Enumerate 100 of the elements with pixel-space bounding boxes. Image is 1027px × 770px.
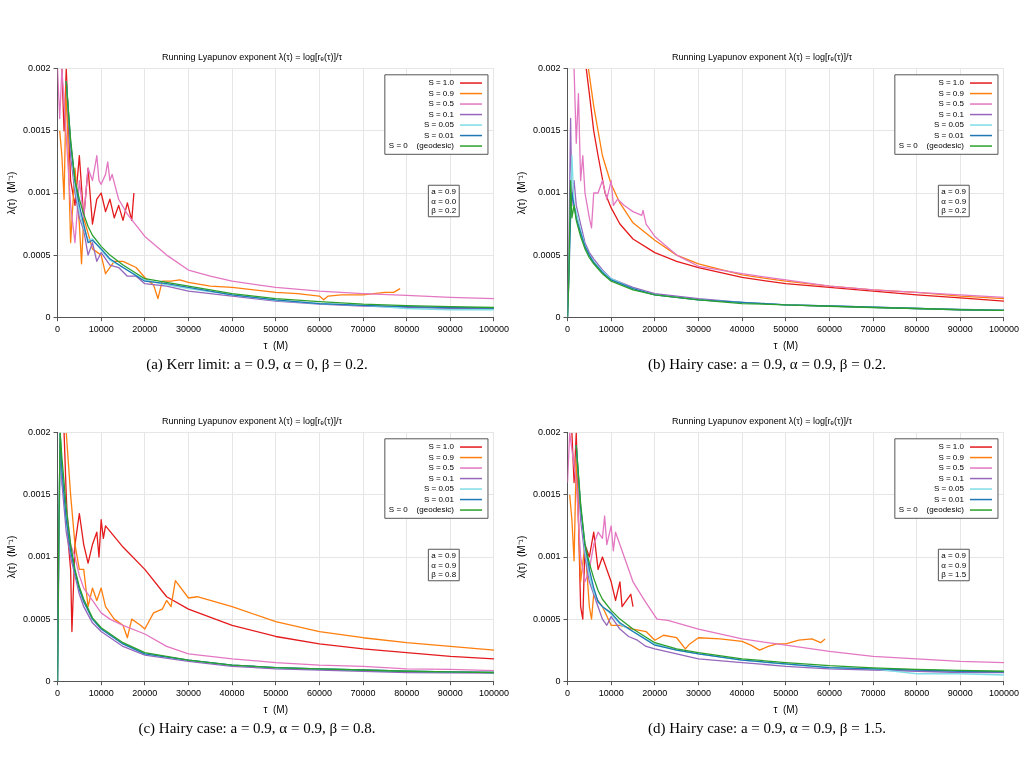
y-tick-label: 0.0015 <box>23 489 51 500</box>
x-tick-label: 100000 <box>988 688 1020 699</box>
x-tick-label: 30000 <box>685 688 711 699</box>
x-tick-label: 30000 <box>175 324 201 335</box>
y-tick-label: 0.001 <box>538 551 561 562</box>
legend-label: S = 0.1 <box>428 473 455 483</box>
legend-label: S = 0 (geodesic) <box>898 141 965 151</box>
legend-label: S = 1.0 <box>428 442 455 452</box>
x-tick-label: 20000 <box>132 324 158 335</box>
legend-label: S = 0.1 <box>428 109 455 119</box>
x-tick-label: 60000 <box>816 324 842 335</box>
x-tick-label: 70000 <box>860 324 886 335</box>
x-tick-label: 100000 <box>478 324 510 335</box>
x-tick-label: 60000 <box>306 688 332 699</box>
chart-title: Running Lyapunov exponent λ(τ) = log[rₑ(τ)]/τ <box>671 51 853 62</box>
x-axis-title: τ (M) <box>773 703 799 715</box>
y-axis-title: λ(τ) (M⁻¹) <box>515 171 527 215</box>
x-tick-label: 60000 <box>306 324 332 335</box>
x-tick-label: 30000 <box>175 688 201 699</box>
legend-label: S = 0.9 <box>938 88 965 98</box>
x-tick-label: 90000 <box>947 688 973 699</box>
y-tick-label: 0.002 <box>28 427 51 438</box>
y-tick-label: 0 <box>45 311 51 322</box>
x-tick-label: 90000 <box>437 688 463 699</box>
y-tick-label: 0 <box>45 675 51 686</box>
x-tick-label: 100000 <box>478 688 510 699</box>
x-tick-label: 80000 <box>904 324 930 335</box>
legend-label: S = 1.0 <box>938 442 965 452</box>
legend-label: S = 0.01 <box>933 130 965 140</box>
x-tick-label: 0 <box>55 324 61 335</box>
y-tick-label: 0 <box>555 311 561 322</box>
legend-label: S = 0 (geodesic) <box>388 505 455 515</box>
x-tick-label: 60000 <box>816 688 842 699</box>
x-tick-label: 10000 <box>598 688 624 699</box>
y-tick-label: 0.001 <box>28 187 51 198</box>
y-axis-title: λ(τ) (M⁻¹) <box>5 171 17 215</box>
legend-label: S = 0.9 <box>428 452 455 462</box>
y-tick-label: 0.0005 <box>533 249 561 260</box>
x-tick-label: 30000 <box>685 324 711 335</box>
x-tick-label: 40000 <box>729 324 755 335</box>
x-axis-title: τ (M) <box>773 339 799 351</box>
chart-title: Running Lyapunov exponent λ(τ) = log[rₑ(τ)]/τ <box>671 415 853 426</box>
annotation: a = 0.9 α = 0.9 β = 0.2 <box>941 187 967 216</box>
x-tick-label: 50000 <box>263 324 289 335</box>
x-axis-title: τ (M) <box>263 339 289 351</box>
y-tick-label: 0 <box>555 675 561 686</box>
x-tick-label: 50000 <box>773 688 799 699</box>
legend-label: S = 0.1 <box>938 473 965 483</box>
x-tick-label: 10000 <box>88 688 114 699</box>
x-tick-label: 20000 <box>642 324 668 335</box>
legend-label: S = 0.01 <box>423 130 455 140</box>
x-tick-label: 10000 <box>598 324 624 335</box>
text: (c) Hairy case: a = 0.9, α = 0.9, β = 0.8. <box>137 720 377 737</box>
annotation: a = 0.9 α = 0.9 β = 0.8 <box>431 551 457 580</box>
y-tick-label: 0.0015 <box>533 125 561 136</box>
x-tick-label: 20000 <box>642 688 668 699</box>
y-tick-label: 0.002 <box>538 63 561 74</box>
legend-label: S = 0.5 <box>428 463 455 473</box>
legend-label: S = 1.0 <box>428 78 455 88</box>
legend-label: S = 0.05 <box>933 120 965 130</box>
legend-label: S = 0.1 <box>938 109 965 119</box>
legend-label: S = 0.5 <box>428 99 455 109</box>
legend-label: S = 0.05 <box>423 484 455 494</box>
text: (a) Kerr limit: a = 0.9, α = 0, β = 0.2. <box>145 356 369 373</box>
legend-label: S = 0.01 <box>423 494 455 504</box>
legend-label: S = 0 (geodesic) <box>388 141 455 151</box>
x-tick-label: 90000 <box>947 324 973 335</box>
x-tick-label: 70000 <box>350 688 376 699</box>
x-tick-label: 90000 <box>437 324 463 335</box>
y-tick-label: 0.0005 <box>23 613 51 624</box>
x-tick-label: 80000 <box>904 688 930 699</box>
legend-label: S = 1.0 <box>938 78 965 88</box>
x-tick-label: 50000 <box>263 688 289 699</box>
annotation: a = 0.9 α = 0.0 β = 0.2 <box>431 187 457 216</box>
x-tick-label: 40000 <box>219 324 245 335</box>
y-tick-label: 0.0015 <box>23 125 51 136</box>
legend-label: S = 0 (geodesic) <box>898 505 965 515</box>
legend-label: S = 0.01 <box>933 494 965 504</box>
x-tick-label: 0 <box>565 324 571 335</box>
x-tick-label: 70000 <box>350 324 376 335</box>
x-tick-label: 0 <box>55 688 61 699</box>
legend-label: S = 0.05 <box>423 120 455 130</box>
legend-label: S = 0.9 <box>428 88 455 98</box>
x-tick-label: 50000 <box>773 324 799 335</box>
x-tick-label: 40000 <box>729 688 755 699</box>
x-tick-label: 80000 <box>394 324 420 335</box>
x-tick-label: 40000 <box>219 688 245 699</box>
x-axis-title: τ (M) <box>263 703 289 715</box>
y-axis-title: λ(τ) (M⁻¹) <box>515 535 527 579</box>
x-tick-label: 20000 <box>132 688 158 699</box>
x-tick-label: 70000 <box>860 688 886 699</box>
chart-title: Running Lyapunov exponent λ(τ) = log[rₑ(τ)]/τ <box>161 51 343 62</box>
x-tick-label: 80000 <box>394 688 420 699</box>
y-tick-label: 0.0015 <box>533 489 561 500</box>
y-tick-label: 0.0005 <box>23 249 51 260</box>
y-tick-label: 0.0005 <box>533 613 561 624</box>
x-tick-label: 0 <box>565 688 571 699</box>
annotation: a = 0.9 α = 0.9 β = 1.5 <box>941 551 967 580</box>
y-tick-label: 0.001 <box>538 187 561 198</box>
y-tick-label: 0.002 <box>28 63 51 74</box>
